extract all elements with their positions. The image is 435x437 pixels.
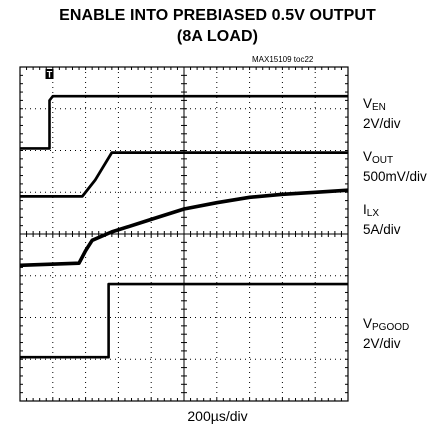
- label-vout: VOUT 500mV/div: [363, 149, 427, 184]
- label-vpgood: VPGOOD 2V/div: [363, 316, 410, 351]
- figure-id: MAX15109 toc22: [252, 55, 314, 64]
- trigger-marker-group: T: [45, 69, 54, 80]
- time-scale-label: 200µs/div: [187, 408, 248, 424]
- trace-ilx: [19, 188, 349, 268]
- trace-vpgood: [20, 282, 348, 359]
- grid: [19, 66, 349, 402]
- trigger-marker-label: T: [47, 70, 53, 80]
- label-ven: VEN 2V/div: [363, 96, 401, 131]
- plot-frame: [19, 66, 349, 402]
- chart-title-line1: ENABLE INTO PREBIASED 0.5V OUTPUT: [59, 7, 376, 24]
- trace-vout: [20, 151, 348, 198]
- chart-title-line2: (8A LOAD): [176, 28, 259, 45]
- traces: [19, 94, 349, 359]
- trigger-marker: [45, 69, 54, 79]
- trace-ven: [20, 94, 348, 150]
- label-ilx: ILX 5A/div: [363, 202, 401, 237]
